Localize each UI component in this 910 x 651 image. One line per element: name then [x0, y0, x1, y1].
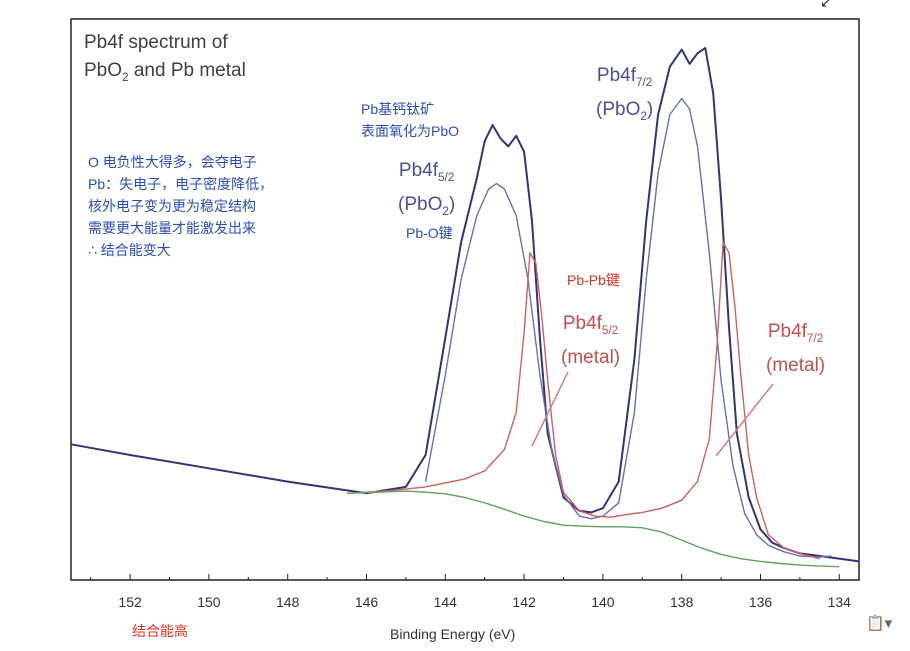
electronegativity-note: O 电负性大得多，会夺电子 Pb：失电子，电子密度降低， 核外电子变为更为稳定结… [88, 151, 273, 261]
peak-close: ) [646, 98, 654, 120]
x-tick-label: 146 [355, 594, 379, 610]
note-line: 核外电子变为更为稳定结构 [88, 198, 256, 214]
note-line: Pb：失电子，电子密度降低， [88, 176, 274, 192]
x-tick-label: 138 [670, 594, 694, 610]
peak-metal-text: (metal) [561, 346, 621, 368]
series-line-2 [424, 97, 832, 558]
note-line: 需要更大能量才能激发出来 [88, 220, 256, 236]
corner-mark-icon: ↙ [820, 0, 832, 10]
x-tick-label: 152 [118, 594, 142, 610]
tick-layer: 152 150 148 146 144 142 140 138 136 134 [90, 574, 852, 610]
pb-o-bond-label: Pb-O键 [406, 225, 453, 241]
x-tick-label: 144 [434, 594, 458, 610]
high-binding-energy-note: 结合能高 [132, 623, 188, 639]
perovskite-line: Pb基钙钛矿 [361, 101, 435, 117]
series-line-3 [346, 241, 820, 560]
series-line-1 [70, 47, 860, 563]
peak-subscript: 5/2 [601, 323, 619, 337]
peak-label-metal-5-2: Pb4f5/2 (metal) [561, 310, 620, 371]
annotation-line-metal-right [715, 383, 774, 457]
perovskite-note: Pb基钙钛矿 表面氧化为PbO [361, 98, 459, 142]
peak-subscript: 5/2 [437, 170, 455, 184]
title-pbo2-subscript: 2 [122, 70, 129, 84]
peak-element: Pb4f [562, 313, 602, 334]
peak-element: Pb4f [596, 65, 636, 86]
series-line-4 [346, 490, 840, 568]
peak-label-pbo2-7-2: Pb4f7/2 (PbO2) [596, 62, 653, 130]
peak-compound: (PbO [398, 193, 443, 215]
note-line: O 电负性大得多，会夺电子 [88, 154, 257, 170]
chart-title-line-2: PbO2 and Pb metal [84, 60, 246, 84]
peak-compound-subscript: 2 [640, 109, 647, 123]
peak-close: ) [448, 193, 456, 215]
peak-subscript: 7/2 [806, 331, 824, 345]
peak-label-metal-7-2: Pb4f7/2 (metal) [766, 318, 825, 379]
peak-subscript: 7/2 [635, 75, 653, 89]
x-tick-label: 142 [512, 594, 536, 610]
annotation-line-metal-left [531, 371, 569, 447]
peak-element: Pb4f [767, 321, 807, 342]
series-layer [70, 47, 860, 568]
peak-element: Pb4f [398, 160, 438, 181]
title-pbo2-part: PbO [84, 60, 123, 81]
perovskite-line: 表面氧化为PbO [361, 123, 460, 139]
x-tick-label: 140 [591, 594, 615, 610]
pb-pb-bond-label: Pb-Pb键 [567, 272, 620, 288]
x-tick-label: 150 [197, 594, 221, 610]
plot-frame [70, 18, 860, 581]
peak-label-pbo2-5-2: Pb4f5/2 (PbO2) [398, 157, 455, 225]
x-axis-title: Binding Energy (eV) [390, 626, 516, 642]
chart-title-line-1: Pb4f spectrum of [84, 32, 228, 53]
paste-options-icon[interactable]: 📋▾ [866, 615, 893, 632]
note-line: ∴ 结合能变大 [88, 242, 171, 258]
peak-compound: (PbO [596, 98, 641, 120]
title-rest: and Pb metal [128, 60, 246, 81]
peak-metal-text: (metal) [766, 354, 826, 376]
x-tick-label: 136 [749, 594, 773, 610]
x-tick-label: 134 [828, 594, 852, 610]
peak-compound-subscript: 2 [442, 204, 449, 218]
x-tick-label: 148 [276, 594, 300, 610]
